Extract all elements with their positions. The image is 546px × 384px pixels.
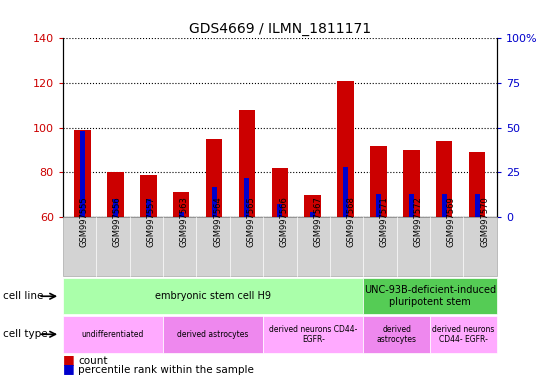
- Text: percentile rank within the sample: percentile rank within the sample: [78, 365, 254, 375]
- Title: GDS4669 / ILMN_1811171: GDS4669 / ILMN_1811171: [189, 22, 371, 36]
- Text: ■: ■: [63, 362, 75, 375]
- Text: derived
astrocytes: derived astrocytes: [377, 324, 417, 344]
- Text: derived neurons CD44-
EGFR-: derived neurons CD44- EGFR-: [269, 324, 358, 344]
- Text: derived neurons
CD44- EGFR-: derived neurons CD44- EGFR-: [432, 324, 495, 344]
- Bar: [140, 175, 157, 217]
- Bar: [305, 195, 321, 217]
- Bar: [179, 212, 183, 217]
- Bar: [80, 131, 85, 217]
- Text: GSM997563: GSM997563: [180, 196, 189, 247]
- Bar: [245, 178, 250, 217]
- Text: derived astrocytes: derived astrocytes: [177, 330, 249, 339]
- Bar: [212, 187, 217, 217]
- Bar: [474, 194, 479, 217]
- Text: undifferentiated: undifferentiated: [82, 330, 144, 339]
- Bar: [310, 212, 315, 217]
- Text: GSM997568: GSM997568: [347, 196, 355, 247]
- Text: GSM997567: GSM997567: [313, 196, 322, 247]
- Text: GSM997569: GSM997569: [447, 196, 456, 247]
- Bar: [74, 130, 91, 217]
- Text: GSM997572: GSM997572: [413, 196, 423, 247]
- Bar: [113, 199, 118, 217]
- Text: GSM997571: GSM997571: [380, 196, 389, 247]
- Bar: [107, 172, 123, 217]
- Bar: [370, 146, 387, 217]
- Bar: [337, 81, 354, 217]
- Bar: [206, 139, 222, 217]
- Bar: [436, 141, 453, 217]
- Text: GSM997557: GSM997557: [146, 196, 155, 247]
- Text: GSM997566: GSM997566: [280, 196, 289, 247]
- Bar: [442, 194, 447, 217]
- Text: UNC-93B-deficient-induced
pluripotent stem: UNC-93B-deficient-induced pluripotent st…: [364, 285, 496, 307]
- Bar: [277, 204, 282, 217]
- Bar: [403, 150, 419, 217]
- Text: GSM997565: GSM997565: [246, 196, 256, 247]
- Text: cell line: cell line: [3, 291, 43, 301]
- Bar: [271, 168, 288, 217]
- Text: GSM997556: GSM997556: [113, 196, 122, 247]
- Text: GSM997570: GSM997570: [480, 196, 489, 247]
- Text: GSM997564: GSM997564: [213, 196, 222, 247]
- Text: GSM997555: GSM997555: [80, 196, 88, 247]
- Text: ■: ■: [63, 353, 75, 366]
- Text: count: count: [78, 356, 108, 366]
- Text: embryonic stem cell H9: embryonic stem cell H9: [155, 291, 271, 301]
- Bar: [239, 110, 255, 217]
- Bar: [343, 167, 348, 217]
- Bar: [469, 152, 485, 217]
- Bar: [146, 199, 151, 217]
- Text: cell type: cell type: [3, 329, 48, 339]
- Bar: [173, 192, 189, 217]
- Bar: [376, 194, 381, 217]
- Bar: [409, 194, 414, 217]
